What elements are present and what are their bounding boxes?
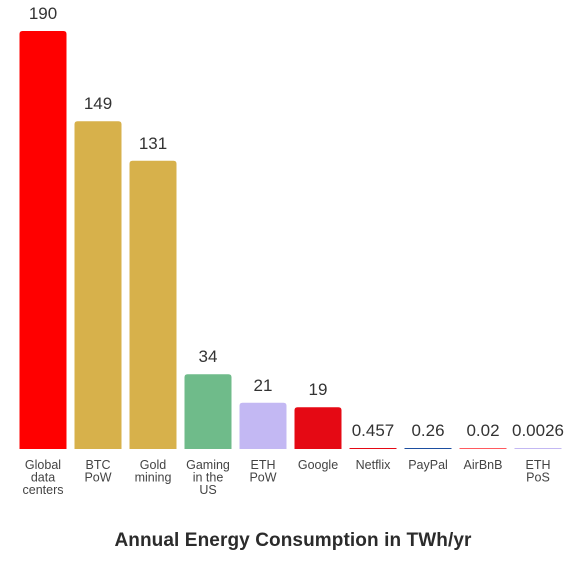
value-label-paypal: 0.26	[411, 421, 444, 440]
bar-eth-pow	[239, 402, 287, 449]
bar-paypal	[404, 448, 452, 449]
bar-eth-pos	[514, 448, 562, 449]
value-label-eth-pos: 0.0026	[512, 421, 564, 440]
bar-chart-svg: 190 Global data centers 149 BTC PoW 131 Gold mini…	[19, 4, 564, 497]
tick-label-eth-pow: ETH PoW	[249, 458, 276, 485]
bar-btc-pow	[74, 121, 122, 449]
tick-label-btc-pow: BTC PoW	[84, 458, 111, 485]
bar-global-data-centers	[19, 31, 67, 449]
value-label-gaming-in-the-us: 34	[199, 347, 218, 366]
value-label-gold-mining: 131	[139, 134, 167, 153]
chart-title: Annual Energy Consumption in TWh/yr	[114, 530, 472, 551]
tick-label-gold-mining: Gold mining	[135, 458, 172, 485]
tick-label-netflix: Netflix	[356, 458, 391, 472]
tick-label-eth-pos: ETH PoS	[526, 458, 551, 485]
value-label-global-data-centers: 190	[29, 4, 57, 23]
value-label-google: 19	[309, 380, 328, 399]
tick-label-google: Google	[298, 458, 338, 472]
value-label-btc-pow: 149	[84, 94, 112, 113]
tick-label-global-data-centers: Global data centers	[23, 458, 64, 497]
tick-label-airbnb: AirBnB	[464, 458, 503, 472]
value-label-netflix: 0.457	[352, 421, 395, 440]
tick-label-paypal: PayPal	[408, 458, 448, 472]
value-label-eth-pow: 21	[254, 376, 273, 395]
bar-netflix	[349, 447, 397, 449]
bar-google	[294, 407, 342, 449]
value-label-airbnb: 0.02	[466, 421, 499, 440]
bar-gold-mining	[129, 160, 177, 450]
bar-gaming-in-the-us	[184, 374, 232, 449]
tick-label-gaming-in-the-us: Gaming in the US	[186, 458, 230, 497]
bar-airbnb	[459, 448, 507, 449]
